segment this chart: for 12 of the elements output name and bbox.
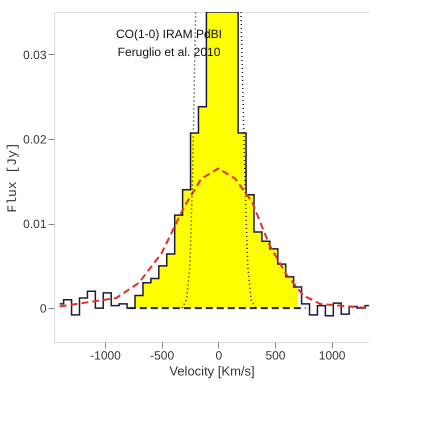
y-tick-label: 0.03 bbox=[23, 48, 47, 62]
y-tick-label: 0 bbox=[40, 302, 47, 316]
annotation: Feruglio et al. 2010 bbox=[118, 45, 221, 59]
x-tick-label: 500 bbox=[265, 348, 286, 362]
x-tick-label: 1000 bbox=[318, 348, 346, 362]
x-axis-title: Velocity [Km/s] bbox=[169, 364, 255, 378]
y-tick-label: 0.01 bbox=[23, 217, 47, 232]
y-axis-title: Flux [Jy] bbox=[5, 142, 20, 213]
x-tick-label: -1000 bbox=[90, 348, 122, 362]
x-tick-label: -500 bbox=[150, 348, 174, 362]
x-tick-label: 0 bbox=[215, 348, 222, 362]
y-tick-label: 0.02 bbox=[23, 132, 47, 146]
